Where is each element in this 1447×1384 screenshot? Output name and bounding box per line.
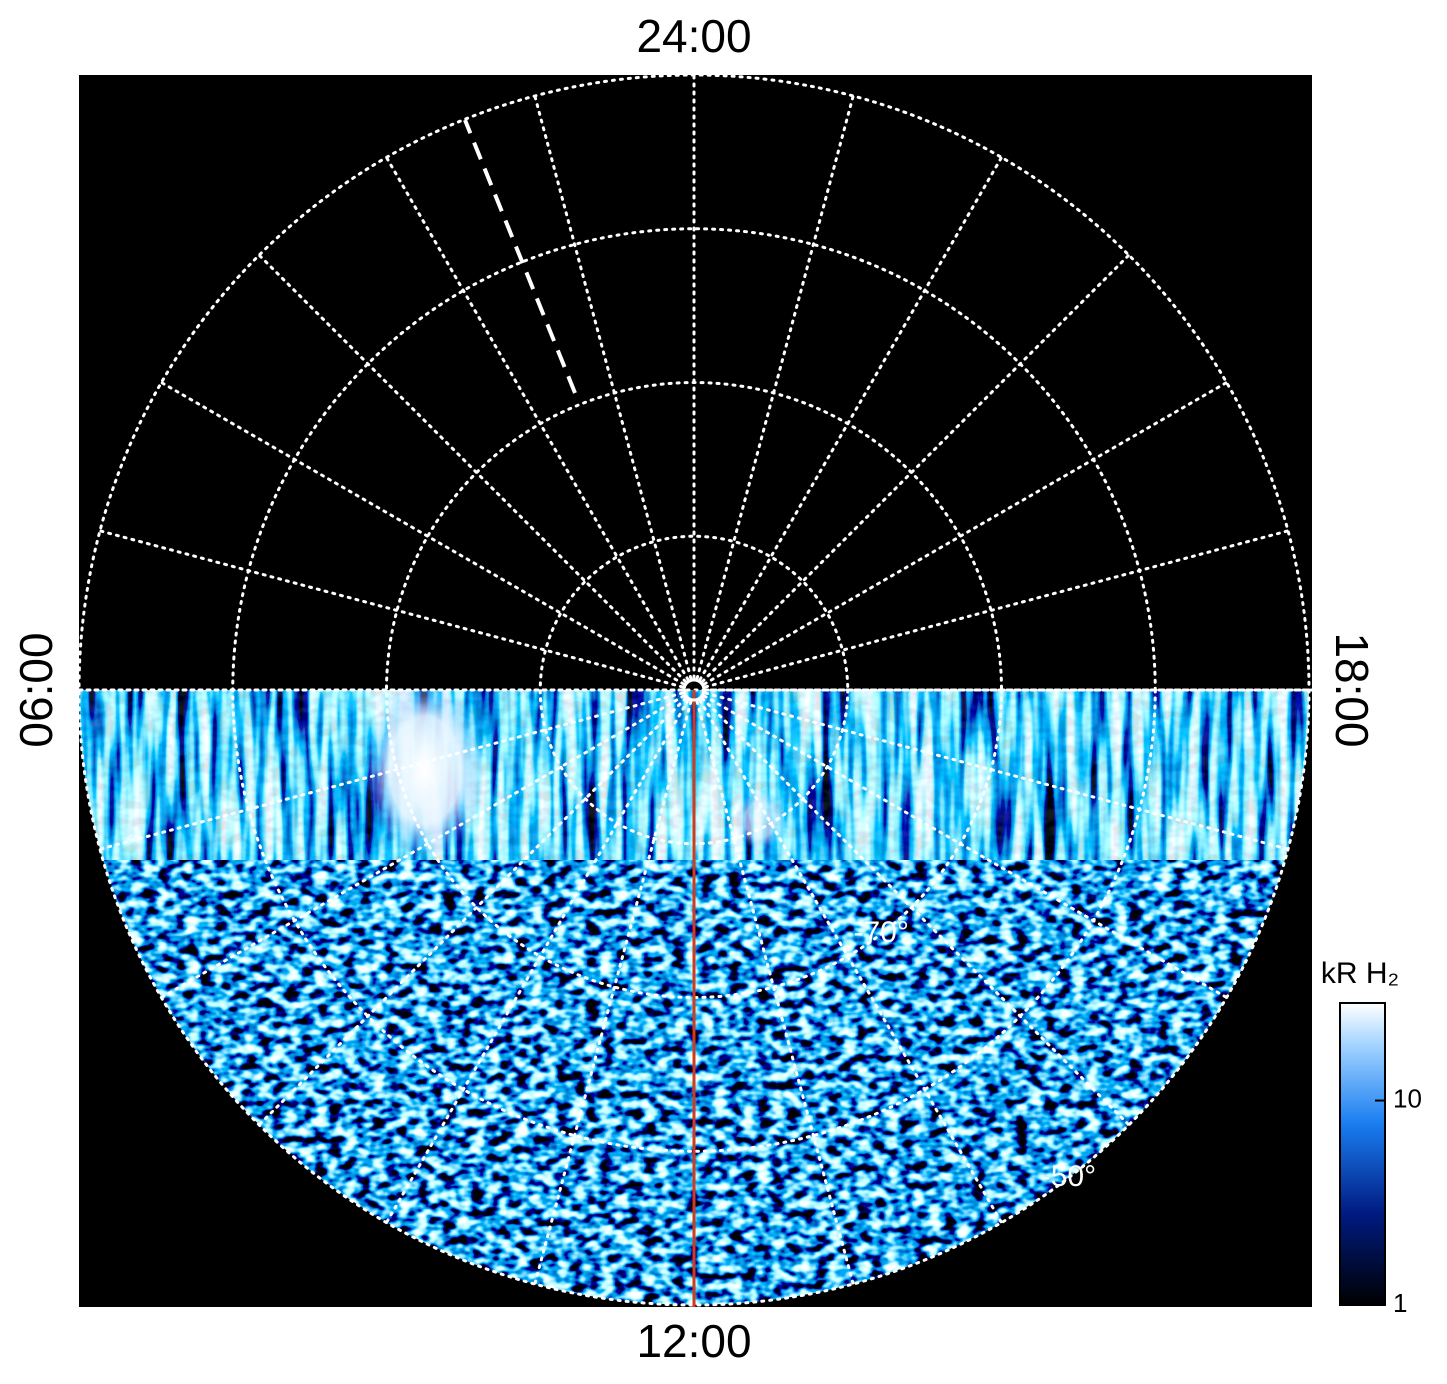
hour-line: [700, 696, 1131, 1127]
colorbar-label: kR H₂: [1321, 957, 1399, 990]
hour-line: [695, 700, 855, 1286]
colorbar-tick-label: 10: [1393, 1083, 1422, 1113]
hour-line: [159, 381, 686, 686]
local-time-label: 18:00: [1326, 632, 1378, 747]
hour-line: [385, 698, 690, 1225]
hour-line: [698, 698, 1003, 1225]
hour-line: [533, 94, 693, 680]
grid: [77, 73, 1314, 1307]
dashed-annotation: [463, 119, 577, 394]
hour-line: [98, 529, 684, 689]
hour-line: [698, 155, 1003, 682]
colorbar: [1339, 1002, 1386, 1306]
hour-line: [704, 529, 1290, 689]
colorbar-tick-label: 1: [1393, 1288, 1407, 1318]
hour-line: [702, 381, 1229, 686]
latitude-label: -50°: [1041, 1160, 1096, 1193]
hour-line: [257, 253, 688, 684]
hour-line: [695, 94, 855, 680]
hour-line: [704, 691, 1290, 851]
hour-line: [385, 155, 690, 682]
latitude-label: -70°: [854, 916, 909, 949]
hour-line: [98, 691, 684, 851]
hour-line: [533, 700, 693, 1286]
local-time-label: 12:00: [636, 1315, 751, 1367]
hour-line: [159, 694, 686, 999]
local-time-label: 06:00: [10, 632, 62, 747]
pole-marker: [682, 678, 706, 702]
hour-line: [257, 696, 688, 1127]
hour-line: [702, 694, 1229, 999]
local-time-label: 24:00: [636, 10, 751, 62]
hour-line: [700, 253, 1131, 684]
